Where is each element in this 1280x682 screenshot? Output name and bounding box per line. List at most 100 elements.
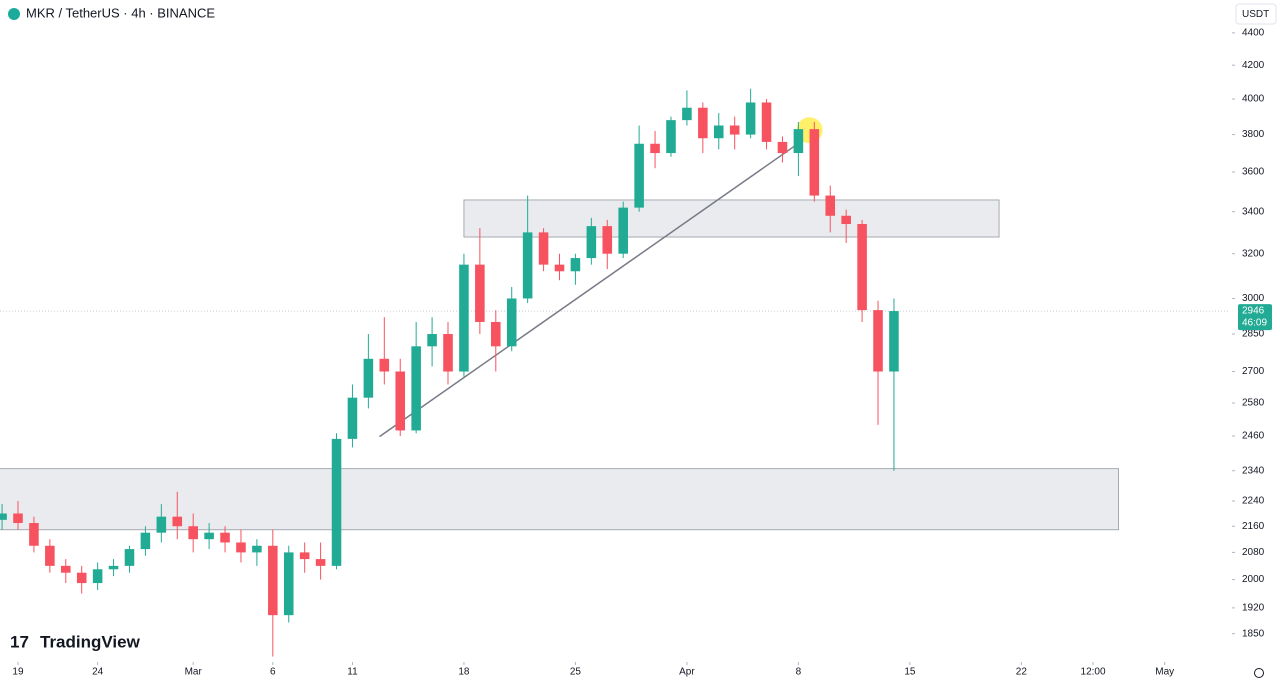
watermark: 17 TradingView [10, 632, 141, 651]
candle-body [331, 438, 342, 566]
candle-body [236, 542, 246, 553]
y-tick-label: 2850 [1242, 329, 1265, 340]
countdown-label: 46:09 [1242, 318, 1267, 329]
candle-body [761, 102, 772, 142]
x-tick-label: 8 [796, 667, 802, 678]
header: MKR / TetherUS · 4h · BINANCE [8, 5, 215, 20]
candle-body [522, 232, 533, 299]
y-tick-label: 3600 [1242, 167, 1265, 178]
candle-body [841, 215, 851, 225]
candle-body [172, 516, 183, 527]
candle-body [729, 125, 740, 135]
candle-body [108, 565, 119, 570]
candle-body [475, 264, 485, 322]
x-tick-label: 19 [12, 667, 24, 678]
candle-body [459, 264, 469, 372]
y-tick-label: 2700 [1242, 366, 1265, 377]
x-tick-label: 24 [92, 667, 104, 678]
currency-box[interactable] [1235, 3, 1277, 25]
last-price-box [1238, 304, 1272, 331]
candle-body [427, 334, 437, 347]
plot: 1850 1920 2000 2080 2160 2240 2340 2460 2580 2700… [0, 28, 1272, 678]
y-tick-label: 2460 [1242, 431, 1265, 442]
candle-body [363, 358, 374, 398]
candle-body [554, 264, 565, 272]
candle-body [506, 298, 517, 347]
candle-body [299, 552, 310, 560]
y-tick-label: 4000 [1242, 94, 1265, 105]
y-tick-label: 2580 [1242, 398, 1265, 409]
candle-body [252, 545, 262, 553]
candle-body [793, 129, 804, 154]
x-tick-label: 11 [347, 667, 358, 678]
candle-body [395, 371, 406, 431]
x-tick-label: May [1155, 667, 1174, 678]
candle-body [45, 545, 55, 566]
x-tick-label: Mar [185, 667, 203, 678]
candle-body [586, 226, 597, 259]
candle-body [666, 120, 676, 154]
candle-body [411, 346, 421, 431]
symbol-logo [8, 8, 20, 20]
candle-body [698, 107, 708, 139]
candle-body [538, 232, 549, 265]
currency-label[interactable]: USDT [1242, 9, 1269, 20]
candle-body [315, 559, 326, 566]
candle-body [602, 226, 613, 254]
candle-body [809, 129, 820, 196]
candle-body [0, 513, 7, 520]
candle-body [220, 532, 230, 543]
candle-body [156, 516, 167, 533]
candle-body [682, 107, 692, 121]
candle-body [76, 572, 87, 584]
zone [463, 199, 1000, 238]
candle-body [777, 141, 788, 154]
candle-body [825, 195, 836, 216]
candle-body [60, 565, 71, 573]
candle-body [124, 549, 135, 566]
candle-body [379, 358, 390, 372]
trendline [379, 139, 804, 438]
candle-body [283, 552, 294, 616]
y-tick-label: 4200 [1242, 60, 1265, 71]
watermark-text: TradingView [40, 632, 141, 651]
tv-logo-mark: 17 [10, 632, 29, 651]
candle-body [29, 523, 39, 546]
candle-body [889, 311, 899, 372]
zone [0, 468, 1119, 531]
y-tick-label: 2080 [1242, 547, 1265, 558]
x-tick-label: 15 [904, 667, 916, 678]
y-tick-label: 2160 [1242, 521, 1265, 532]
x-tick-label: 6 [270, 667, 276, 678]
y-tick-label: 3000 [1242, 293, 1265, 304]
candle-body [713, 125, 724, 139]
candle-body [857, 224, 867, 311]
candle-body [13, 513, 23, 524]
candle-body [443, 334, 453, 372]
candle-body [92, 569, 103, 584]
candle-body [491, 321, 501, 347]
candle-body [650, 143, 660, 154]
x-tick-label: Apr [679, 667, 695, 678]
chart-title: MKR / TetherUS · 4h · BINANCE [26, 5, 215, 20]
candle-body [204, 532, 214, 540]
x-tick-label: 22 [1016, 667, 1028, 678]
y-tick-label: 2000 [1242, 574, 1265, 585]
candle-body [570, 258, 581, 272]
candle-body [634, 143, 644, 208]
settings-icon[interactable] [1254, 668, 1264, 678]
x-tick-label: 12:00 [1081, 667, 1106, 678]
y-tick-label: 3400 [1242, 206, 1265, 217]
y-tick-label: 3200 [1242, 248, 1265, 259]
candle-body [140, 532, 151, 550]
y-tick-label: 2340 [1242, 465, 1265, 476]
y-tick-label: 1920 [1242, 603, 1265, 614]
candle-body [188, 526, 198, 540]
currency-button[interactable]: USDT [1235, 3, 1277, 25]
y-tick-label: 1850 [1242, 628, 1265, 639]
x-tick-label: 25 [570, 667, 582, 678]
candle-body [618, 207, 628, 254]
candle-body [873, 310, 883, 372]
